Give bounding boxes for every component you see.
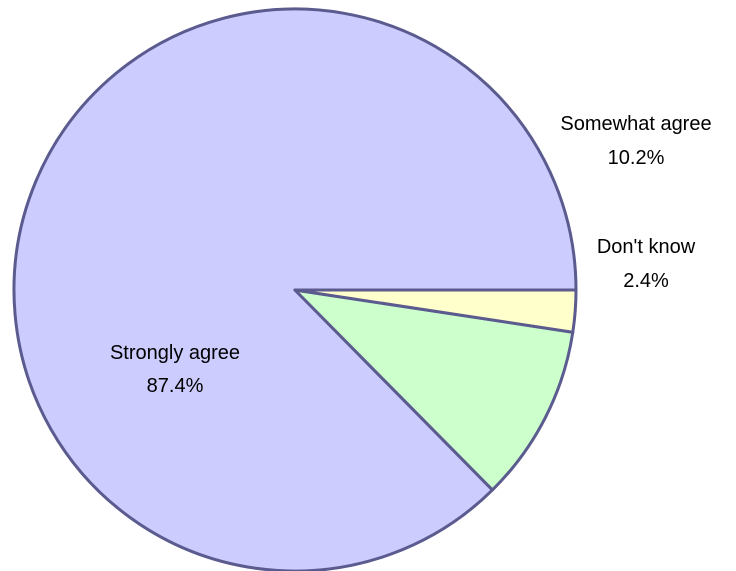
slice-value-somewhat-agree: 10.2% xyxy=(608,147,665,169)
slice-label-somewhat-agree: Somewhat agree xyxy=(560,113,711,135)
slice-label-strongly-agree: Strongly agree xyxy=(110,342,240,364)
pie-labels: Strongly agree 87.4% Somewhat agree 10.2… xyxy=(110,113,712,397)
slice-value-strongly-agree: 87.4% xyxy=(147,375,204,397)
pie-slice-somewhat-agree xyxy=(293,288,575,492)
pie-slices xyxy=(12,7,578,571)
pie-slice-don-t-know xyxy=(293,288,578,334)
slice-label-dont-know: Don't know xyxy=(597,236,696,258)
slice-value-dont-know: 2.4% xyxy=(623,270,669,292)
